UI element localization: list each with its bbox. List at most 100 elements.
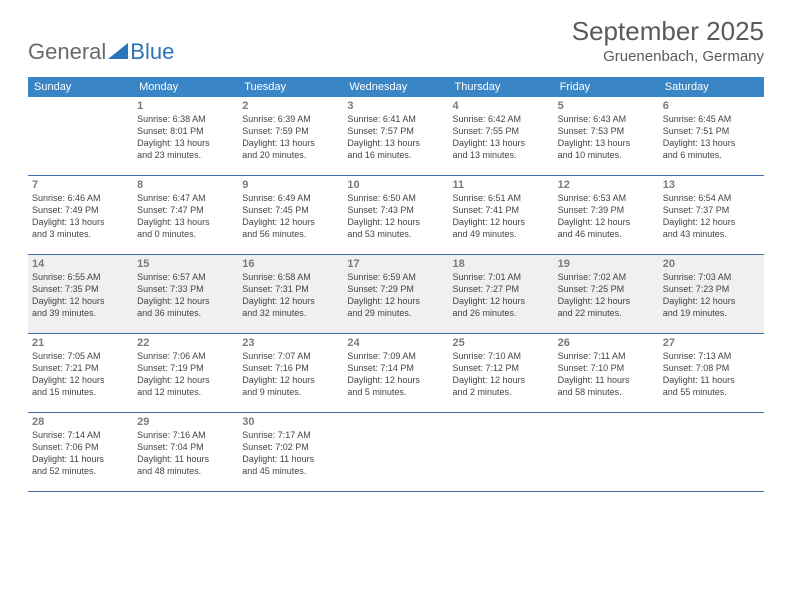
dow-cell: Sunday — [28, 77, 133, 97]
day-line: Daylight: 11 hours — [663, 374, 760, 386]
day-cell: 26Sunrise: 7:11 AMSunset: 7:10 PMDayligh… — [554, 334, 659, 412]
day-number: 5 — [558, 100, 655, 112]
day-number: 16 — [242, 258, 339, 270]
day-line: Sunrise: 6:57 AM — [137, 271, 234, 283]
day-line: Daylight: 13 hours — [242, 137, 339, 149]
day-line: Sunrise: 7:01 AM — [453, 271, 550, 283]
week-row: 1Sunrise: 6:38 AMSunset: 8:01 PMDaylight… — [28, 97, 764, 176]
day-line: Sunrise: 6:45 AM — [663, 113, 760, 125]
day-line: and 6 minutes. — [663, 149, 760, 161]
day-line: Sunset: 7:43 PM — [347, 204, 444, 216]
day-line: Sunrise: 6:58 AM — [242, 271, 339, 283]
title-block: September 2025 Gruenenbach, Germany — [572, 16, 764, 65]
day-line: and 39 minutes. — [32, 307, 129, 319]
day-line: and 32 minutes. — [242, 307, 339, 319]
day-line: and 53 minutes. — [347, 228, 444, 240]
day-cell: 10Sunrise: 6:50 AMSunset: 7:43 PMDayligh… — [343, 176, 448, 254]
day-line: Daylight: 12 hours — [558, 216, 655, 228]
day-line: Sunset: 7:49 PM — [32, 204, 129, 216]
day-number: 15 — [137, 258, 234, 270]
day-number: 8 — [137, 179, 234, 191]
day-cell: 27Sunrise: 7:13 AMSunset: 7:08 PMDayligh… — [659, 334, 764, 412]
day-cell: 28Sunrise: 7:14 AMSunset: 7:06 PMDayligh… — [28, 413, 133, 491]
day-line: Sunset: 7:51 PM — [663, 125, 760, 137]
day-number: 2 — [242, 100, 339, 112]
day-cell: 21Sunrise: 7:05 AMSunset: 7:21 PMDayligh… — [28, 334, 133, 412]
day-line: Daylight: 12 hours — [558, 295, 655, 307]
day-line: Sunset: 7:41 PM — [453, 204, 550, 216]
day-line: Sunset: 7:45 PM — [242, 204, 339, 216]
day-line: Sunset: 7:02 PM — [242, 441, 339, 453]
day-line: and 43 minutes. — [663, 228, 760, 240]
day-line: Sunset: 7:23 PM — [663, 283, 760, 295]
dow-cell: Monday — [133, 77, 238, 97]
day-line: Sunrise: 7:10 AM — [453, 350, 550, 362]
day-cell: 19Sunrise: 7:02 AMSunset: 7:25 PMDayligh… — [554, 255, 659, 333]
day-cell: 8Sunrise: 6:47 AMSunset: 7:47 PMDaylight… — [133, 176, 238, 254]
day-line: and 2 minutes. — [453, 386, 550, 398]
day-line: Sunrise: 7:17 AM — [242, 429, 339, 441]
day-line: and 15 minutes. — [32, 386, 129, 398]
day-line: and 49 minutes. — [453, 228, 550, 240]
day-line: Daylight: 13 hours — [137, 216, 234, 228]
day-line: Sunset: 7:21 PM — [32, 362, 129, 374]
weeks-container: 1Sunrise: 6:38 AMSunset: 8:01 PMDaylight… — [28, 97, 764, 492]
day-line: Sunrise: 6:55 AM — [32, 271, 129, 283]
day-number: 21 — [32, 337, 129, 349]
day-number: 14 — [32, 258, 129, 270]
day-cell: 12Sunrise: 6:53 AMSunset: 7:39 PMDayligh… — [554, 176, 659, 254]
day-line: and 48 minutes. — [137, 465, 234, 477]
day-line: Sunrise: 6:47 AM — [137, 192, 234, 204]
day-line: Daylight: 12 hours — [453, 216, 550, 228]
day-number: 25 — [453, 337, 550, 349]
day-cell: 17Sunrise: 6:59 AMSunset: 7:29 PMDayligh… — [343, 255, 448, 333]
day-line: Daylight: 12 hours — [347, 216, 444, 228]
day-cell — [449, 413, 554, 491]
day-line: and 29 minutes. — [347, 307, 444, 319]
day-line: and 13 minutes. — [453, 149, 550, 161]
location-text: Gruenenbach, Germany — [572, 48, 764, 65]
day-cell: 24Sunrise: 7:09 AMSunset: 7:14 PMDayligh… — [343, 334, 448, 412]
day-line: Sunrise: 6:51 AM — [453, 192, 550, 204]
day-cell: 22Sunrise: 7:06 AMSunset: 7:19 PMDayligh… — [133, 334, 238, 412]
day-line: Daylight: 12 hours — [347, 374, 444, 386]
day-line: Sunrise: 6:38 AM — [137, 113, 234, 125]
day-cell — [28, 97, 133, 175]
day-line: and 19 minutes. — [663, 307, 760, 319]
day-number: 11 — [453, 179, 550, 191]
day-number: 6 — [663, 100, 760, 112]
day-number: 4 — [453, 100, 550, 112]
day-line: Daylight: 12 hours — [32, 374, 129, 386]
day-cell: 25Sunrise: 7:10 AMSunset: 7:12 PMDayligh… — [449, 334, 554, 412]
day-number: 9 — [242, 179, 339, 191]
day-cell: 1Sunrise: 6:38 AMSunset: 8:01 PMDaylight… — [133, 97, 238, 175]
day-number: 24 — [347, 337, 444, 349]
day-line: Sunrise: 7:05 AM — [32, 350, 129, 362]
page-title: September 2025 — [572, 16, 764, 47]
day-number: 18 — [453, 258, 550, 270]
day-line: Daylight: 12 hours — [453, 374, 550, 386]
logo-text-blue: Blue — [130, 39, 174, 65]
day-cell: 7Sunrise: 6:46 AMSunset: 7:49 PMDaylight… — [28, 176, 133, 254]
day-line: Daylight: 12 hours — [242, 374, 339, 386]
day-number: 7 — [32, 179, 129, 191]
day-line: and 9 minutes. — [242, 386, 339, 398]
day-cell: 29Sunrise: 7:16 AMSunset: 7:04 PMDayligh… — [133, 413, 238, 491]
day-line: and 10 minutes. — [558, 149, 655, 161]
day-line: Sunrise: 6:54 AM — [663, 192, 760, 204]
day-line: Sunrise: 7:07 AM — [242, 350, 339, 362]
day-line: Sunset: 7:57 PM — [347, 125, 444, 137]
day-line: Sunrise: 7:11 AM — [558, 350, 655, 362]
day-line: Daylight: 12 hours — [137, 295, 234, 307]
day-line: Sunrise: 6:53 AM — [558, 192, 655, 204]
day-line: and 26 minutes. — [453, 307, 550, 319]
day-cell: 6Sunrise: 6:45 AMSunset: 7:51 PMDaylight… — [659, 97, 764, 175]
dow-cell: Thursday — [449, 77, 554, 97]
day-line: Daylight: 12 hours — [347, 295, 444, 307]
day-line: Sunrise: 7:16 AM — [137, 429, 234, 441]
day-number: 27 — [663, 337, 760, 349]
day-number: 22 — [137, 337, 234, 349]
day-line: Daylight: 13 hours — [32, 216, 129, 228]
day-line: and 52 minutes. — [32, 465, 129, 477]
day-cell: 11Sunrise: 6:51 AMSunset: 7:41 PMDayligh… — [449, 176, 554, 254]
